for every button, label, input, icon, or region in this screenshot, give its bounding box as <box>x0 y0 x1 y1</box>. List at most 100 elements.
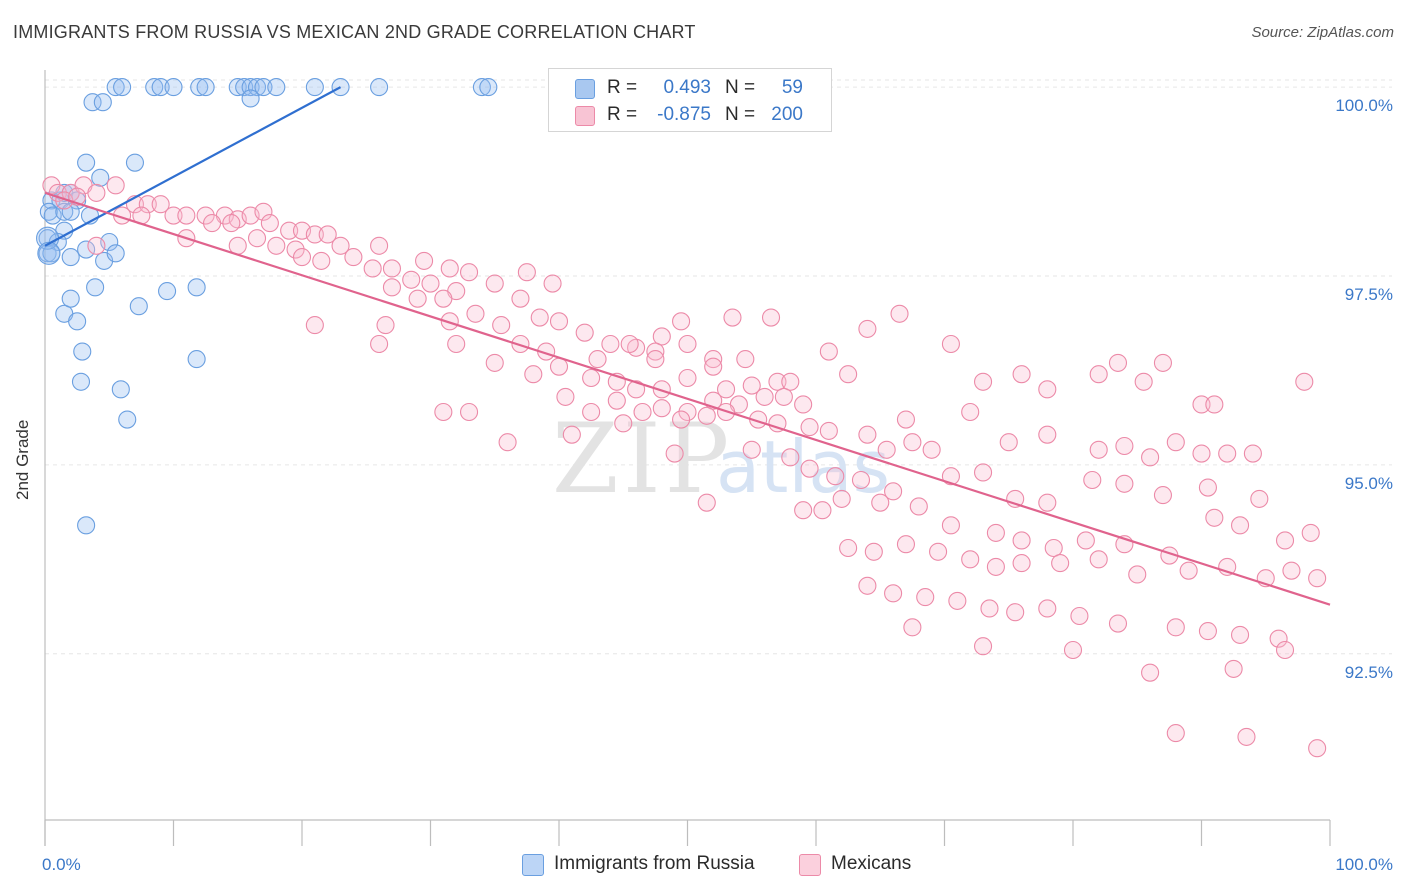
mexicans-point <box>511 334 530 354</box>
mexicans-point <box>582 402 601 422</box>
legend-swatch-mexicans <box>575 106 595 126</box>
mexicans-point <box>672 312 691 331</box>
mexicans-point <box>1115 436 1134 456</box>
mexicans-point <box>678 368 697 388</box>
mexicans-point <box>1231 625 1250 644</box>
mexicans-point <box>678 334 697 354</box>
russia-point <box>479 78 498 97</box>
mexicans-point <box>1231 516 1250 535</box>
russia-point <box>106 244 125 263</box>
mexicans-point <box>1275 531 1295 550</box>
y-axis-title: 2nd Grade <box>13 419 32 500</box>
mexicans-point <box>941 467 960 486</box>
source-label: Source: ZipAtlas.com <box>1251 24 1394 41</box>
mexicans-point <box>620 334 639 354</box>
mexicans-point <box>794 501 813 520</box>
mexicans-point <box>247 229 267 248</box>
mexicans-point <box>196 206 215 225</box>
mexicans-point <box>459 402 479 422</box>
mexicans-point <box>1250 489 1269 508</box>
mexicans-point <box>1070 606 1089 626</box>
legend-r-label: R = <box>607 104 638 125</box>
mexicans-point <box>524 365 543 384</box>
mexicans-point <box>800 459 819 478</box>
mexicans-point <box>260 214 279 233</box>
trend-lines <box>44 86 1331 606</box>
legend-row-russia: R = 0.493 N = 59 <box>549 75 831 101</box>
russia-point <box>187 278 206 297</box>
legend-n-value: 59 <box>781 77 803 98</box>
series-legend-label-russia: Immigrants from Russia <box>554 853 755 874</box>
series-legend-swatch-mexicans <box>799 854 821 876</box>
legend-n-label: N = <box>725 77 756 98</box>
mexicans-point <box>203 214 222 233</box>
mexicans-point <box>254 202 273 221</box>
mexicans-point <box>1205 508 1224 527</box>
mexicans-point <box>48 183 67 202</box>
mexicans-point <box>1051 554 1070 573</box>
mexicans-point <box>742 440 761 459</box>
mexicans-point <box>1237 727 1256 746</box>
mexicans-point <box>440 259 459 278</box>
mexicans-point <box>819 342 838 361</box>
russia-point <box>241 89 260 108</box>
mexicans-point <box>1243 444 1262 463</box>
x-tick-label-max: 100.0% <box>1335 855 1393 874</box>
mexicans-point <box>1038 425 1057 444</box>
mexicans-point <box>916 588 935 607</box>
mexicans-point <box>1301 523 1320 542</box>
mexicans-point <box>1083 470 1102 490</box>
mexicans-point <box>755 387 774 406</box>
russia-point <box>86 278 105 297</box>
mexicans-point <box>1205 395 1224 414</box>
mexicans-point <box>909 497 928 516</box>
mexicans-point <box>871 493 890 512</box>
russia-point <box>254 78 273 97</box>
mexicans-point <box>434 402 453 422</box>
mexicans-point <box>929 542 948 561</box>
mexicans-point <box>781 448 800 467</box>
mexicans-point <box>415 251 434 270</box>
mexicans-point <box>633 402 652 422</box>
russia-point <box>77 153 96 172</box>
mexicans-point <box>556 387 575 406</box>
legend-n-label: N = <box>725 104 756 125</box>
mexicans-point <box>1308 739 1327 758</box>
mexicans-point <box>1275 640 1295 660</box>
mexicans-point <box>402 270 421 289</box>
mexicans-point <box>941 516 960 535</box>
mexicans-point <box>813 501 832 520</box>
mexicans-point <box>305 225 324 244</box>
mexicans-point <box>948 591 967 610</box>
mexicans-point <box>1038 380 1057 399</box>
mexicans-point <box>851 470 871 490</box>
mexicans-point <box>344 248 363 267</box>
mexicans-point <box>864 542 883 561</box>
mexicans-point <box>222 214 241 233</box>
mexicans-point <box>646 350 665 369</box>
mexicans-point <box>543 274 562 293</box>
mexicans-point <box>318 225 337 244</box>
russia-point <box>93 93 112 112</box>
mexicans-point <box>1141 663 1160 682</box>
mexicans-point <box>1192 444 1211 463</box>
legend-r-value: -0.875 <box>657 104 711 125</box>
mexicans-point <box>1198 622 1217 641</box>
mexicans-point <box>1012 365 1031 384</box>
mexicans-point <box>1044 538 1063 558</box>
mexicans-point <box>1224 659 1243 678</box>
mexicans-point <box>588 350 607 369</box>
russia-point <box>305 78 324 97</box>
trend-line-russia <box>44 86 342 247</box>
mexicans-point <box>1153 353 1172 372</box>
series-mexicans-points <box>42 176 1327 758</box>
mexicans-point <box>980 599 999 618</box>
mexicans-point <box>742 376 761 395</box>
mexicans-point <box>826 467 845 486</box>
mexicans-point <box>1128 565 1147 584</box>
mexicans-point <box>652 380 671 399</box>
correlation-legend: R = 0.493 N = 59 R = -0.875 N = 200 <box>548 68 832 132</box>
mexicans-point <box>672 410 691 429</box>
mexicans-point <box>1308 569 1327 588</box>
